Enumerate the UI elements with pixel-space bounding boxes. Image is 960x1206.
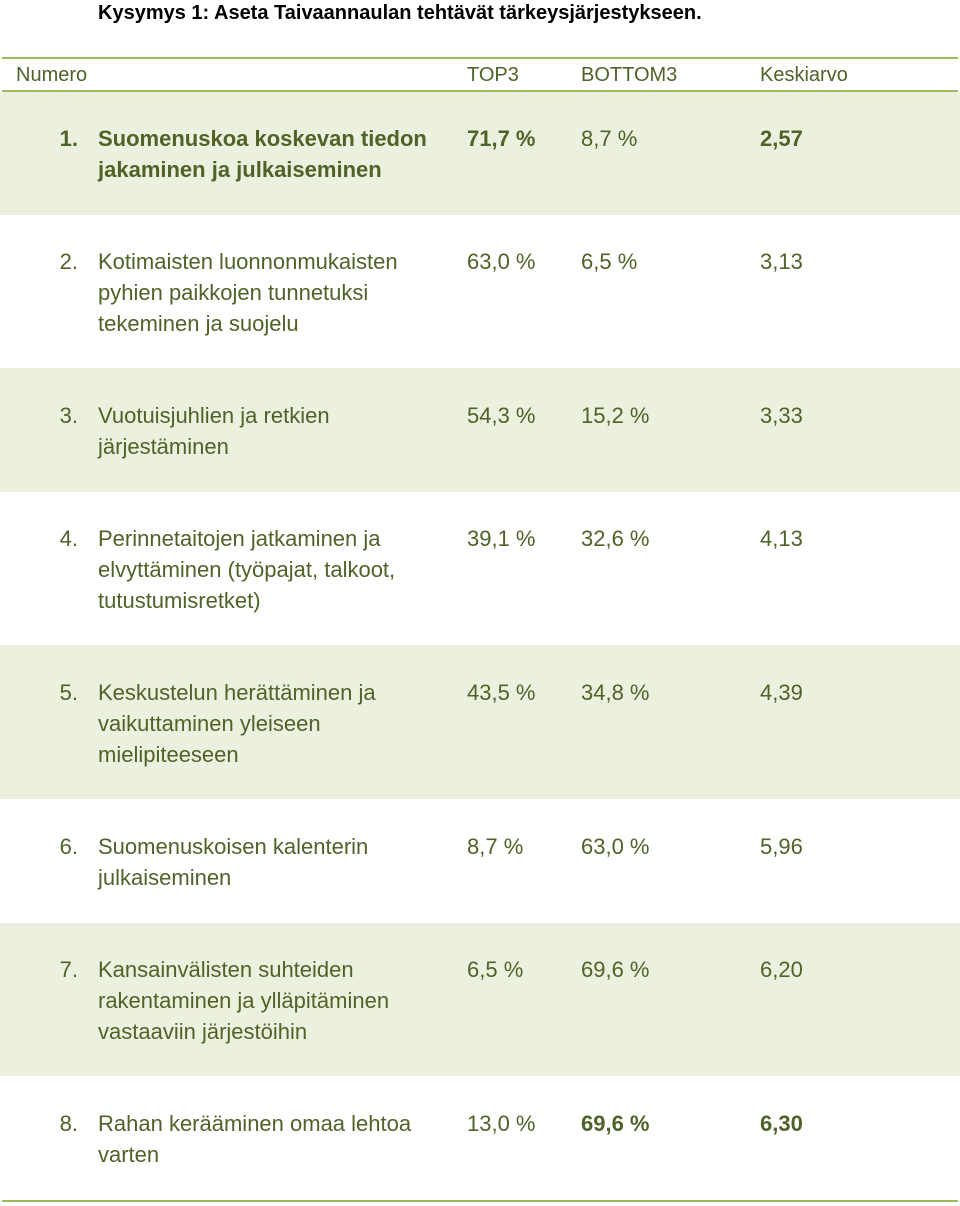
table-row: 6. Suomenuskoisen kalenterin julkaisemin…: [0, 799, 960, 923]
row-number: 2.: [59, 249, 78, 274]
header-top3: TOP3: [467, 64, 519, 86]
header-bottom-rule: [2, 90, 958, 92]
row-average: 5,96: [760, 834, 803, 859]
row-top3: 6,5 %: [467, 957, 524, 982]
row-bottom3: 69,6 %: [581, 957, 650, 982]
page-title: Kysymys 1: Aseta Taivaannaulan tehtävät …: [98, 2, 702, 24]
row-bottom3: 32,6 %: [581, 526, 650, 551]
table-row: 4. Perinnetaitojen jatkaminen ja elvyttä…: [0, 492, 960, 645]
row-number: 8.: [59, 1111, 78, 1136]
row-label: Perinnetaitojen jatkaminen ja elvyttämin…: [98, 526, 396, 613]
row-label: Suomenuskoisen kalenterin julkaiseminen: [98, 834, 369, 890]
row-top3: 54,3 %: [467, 403, 536, 428]
row-number: 6.: [59, 834, 78, 859]
row-label: Rahan kerääminen omaa lehtoa varten: [98, 1111, 412, 1167]
table-row: 3. Vuotuisjuhlien ja retkien järjestämin…: [0, 368, 960, 492]
row-number: 5.: [59, 680, 78, 705]
row-bottom3: 8,7 %: [581, 126, 638, 151]
row-label: Kansainvälisten suhteiden rakentaminen j…: [98, 957, 390, 1044]
row-average: 4,39: [760, 680, 803, 705]
row-top3: 43,5 %: [467, 680, 536, 705]
table-header: Numero TOP3 BOTTOM3 Keskiarvo: [0, 59, 960, 90]
table-bottom-rule: [2, 1200, 958, 1202]
row-bottom3: 63,0 %: [581, 834, 650, 859]
row-average: 6,30: [760, 1111, 803, 1136]
row-bottom3: 15,2 %: [581, 403, 650, 428]
table-row: 1. Suomenuskoa koskevan tiedon jakaminen…: [0, 92, 960, 215]
row-number: 7.: [59, 957, 78, 982]
row-label: Kotimaisten luonnonmukaisten pyhien paik…: [98, 249, 398, 336]
row-label: Suomenuskoa koskevan tiedon jakaminen ja…: [98, 126, 427, 182]
header-number: Numero: [16, 64, 88, 86]
row-average: 6,20: [760, 957, 803, 982]
table-top-rule: [2, 57, 958, 59]
row-label: Keskustelun herättäminen ja vaikuttamine…: [98, 680, 376, 767]
table-row: 7. Kansainvälisten suhteiden rakentamine…: [0, 923, 960, 1076]
row-label: Vuotuisjuhlien ja retkien järjestäminen: [98, 403, 330, 459]
header-average: Keskiarvo: [760, 64, 848, 86]
row-top3: 13,0 %: [467, 1111, 536, 1136]
row-bottom3: 69,6 %: [581, 1111, 650, 1136]
row-average: 2,57: [760, 126, 803, 151]
header-bottom3: BOTTOM3: [581, 64, 678, 86]
row-top3: 71,7 %: [467, 126, 536, 151]
table-row: 2. Kotimaisten luonnonmukaisten pyhien p…: [0, 215, 960, 368]
row-bottom3: 6,5 %: [581, 249, 638, 274]
table-row: 8. Rahan kerääminen omaa lehtoa varten 1…: [0, 1076, 960, 1200]
row-bottom3: 34,8 %: [581, 680, 650, 705]
row-number: 3.: [59, 403, 78, 428]
row-top3: 39,1 %: [467, 526, 536, 551]
row-number: 1.: [59, 126, 78, 151]
row-top3: 63,0 %: [467, 249, 536, 274]
table-row: 5. Keskustelun herättäminen ja vaikuttam…: [0, 645, 960, 799]
row-average: 4,13: [760, 526, 803, 551]
row-number: 4.: [59, 526, 78, 551]
row-average: 3,33: [760, 403, 803, 428]
row-average: 3,13: [760, 249, 803, 274]
row-top3: 8,7 %: [467, 834, 524, 859]
